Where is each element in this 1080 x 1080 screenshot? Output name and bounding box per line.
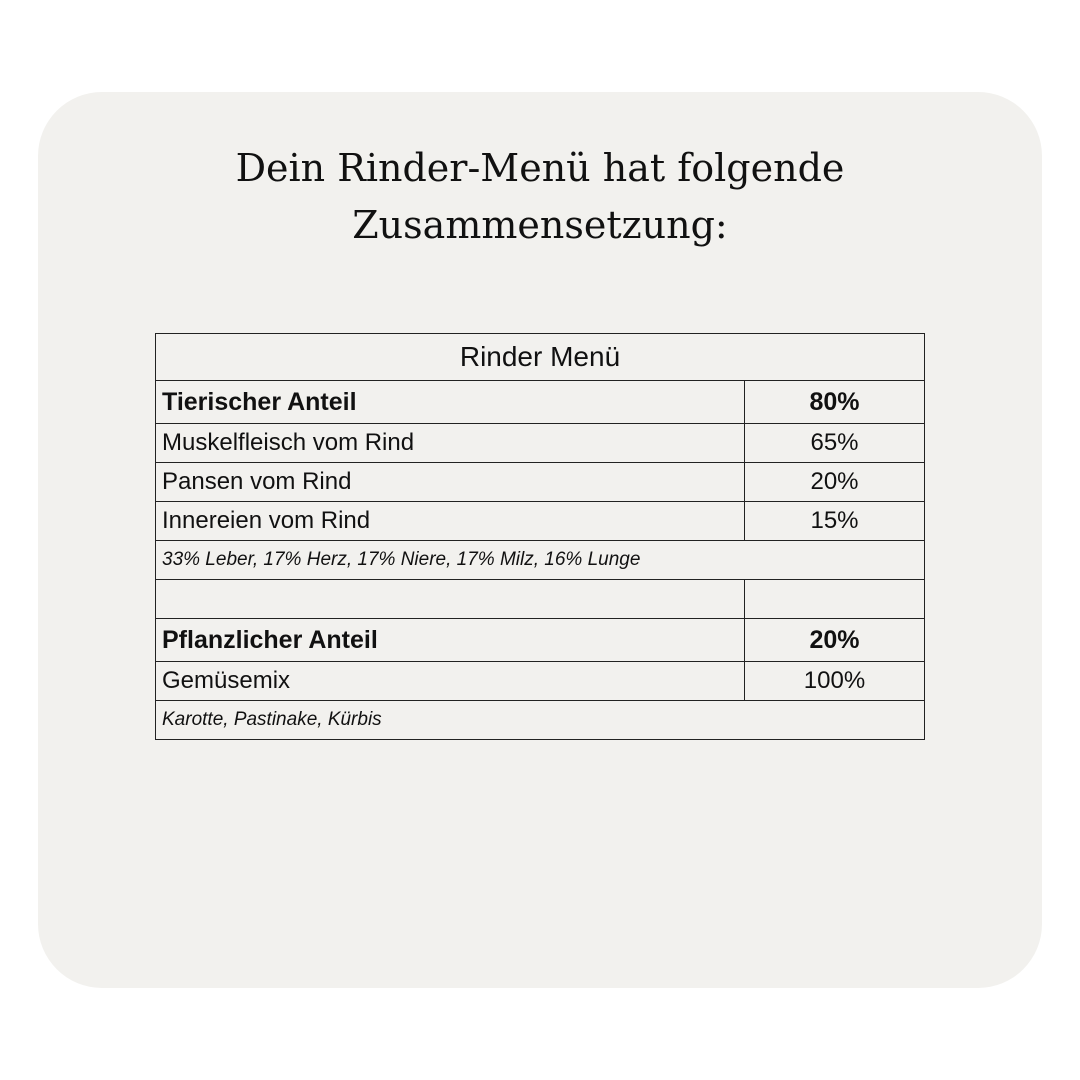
row-value: 20% <box>744 618 925 662</box>
table-note-row: Karotte, Pastinake, Kürbis <box>155 700 925 740</box>
title-line-1: Dein Rinder-Menü hat folgende <box>235 146 845 190</box>
row-value: 15% <box>744 501 925 541</box>
row-label: Muskelfleisch vom Rind <box>155 423 745 463</box>
row-value: 100% <box>744 661 925 701</box>
table-row: Muskelfleisch vom Rind 65% <box>155 423 925 463</box>
empty-cell <box>155 579 745 619</box>
row-label: Pansen vom Rind <box>155 462 745 502</box>
row-label: Pflanzlicher Anteil <box>155 618 745 662</box>
empty-cell <box>744 579 925 619</box>
table-note-row: 33% Leber, 17% Herz, 17% Niere, 17% Milz… <box>155 540 925 580</box>
row-label: Innereien vom Rind <box>155 501 745 541</box>
title-line-2: Zusammensetzung: <box>352 203 728 247</box>
table-row: Pansen vom Rind 20% <box>155 462 925 502</box>
row-value: 80% <box>744 380 925 424</box>
table-row-plant-total: Pflanzlicher Anteil 20% <box>155 618 925 662</box>
table-row: Innereien vom Rind 15% <box>155 501 925 541</box>
row-label: Tierischer Anteil <box>155 380 745 424</box>
table-spacer-row <box>155 579 925 619</box>
table-row: Gemüsemix 100% <box>155 661 925 701</box>
row-label: Gemüsemix <box>155 661 745 701</box>
row-note: Karotte, Pastinake, Kürbis <box>155 700 925 740</box>
row-note: 33% Leber, 17% Herz, 17% Niere, 17% Milz… <box>155 540 925 580</box>
page-title: Dein Rinder-Menü hat folgende Zusammense… <box>0 140 1080 254</box>
row-value: 65% <box>744 423 925 463</box>
table-header-row: Rinder Menü <box>155 333 925 381</box>
row-value: 20% <box>744 462 925 502</box>
table-row-animal-total: Tierischer Anteil 80% <box>155 380 925 424</box>
table-header: Rinder Menü <box>155 333 925 381</box>
composition-table: Rinder Menü Tierischer Anteil 80% Muskel… <box>155 333 925 740</box>
